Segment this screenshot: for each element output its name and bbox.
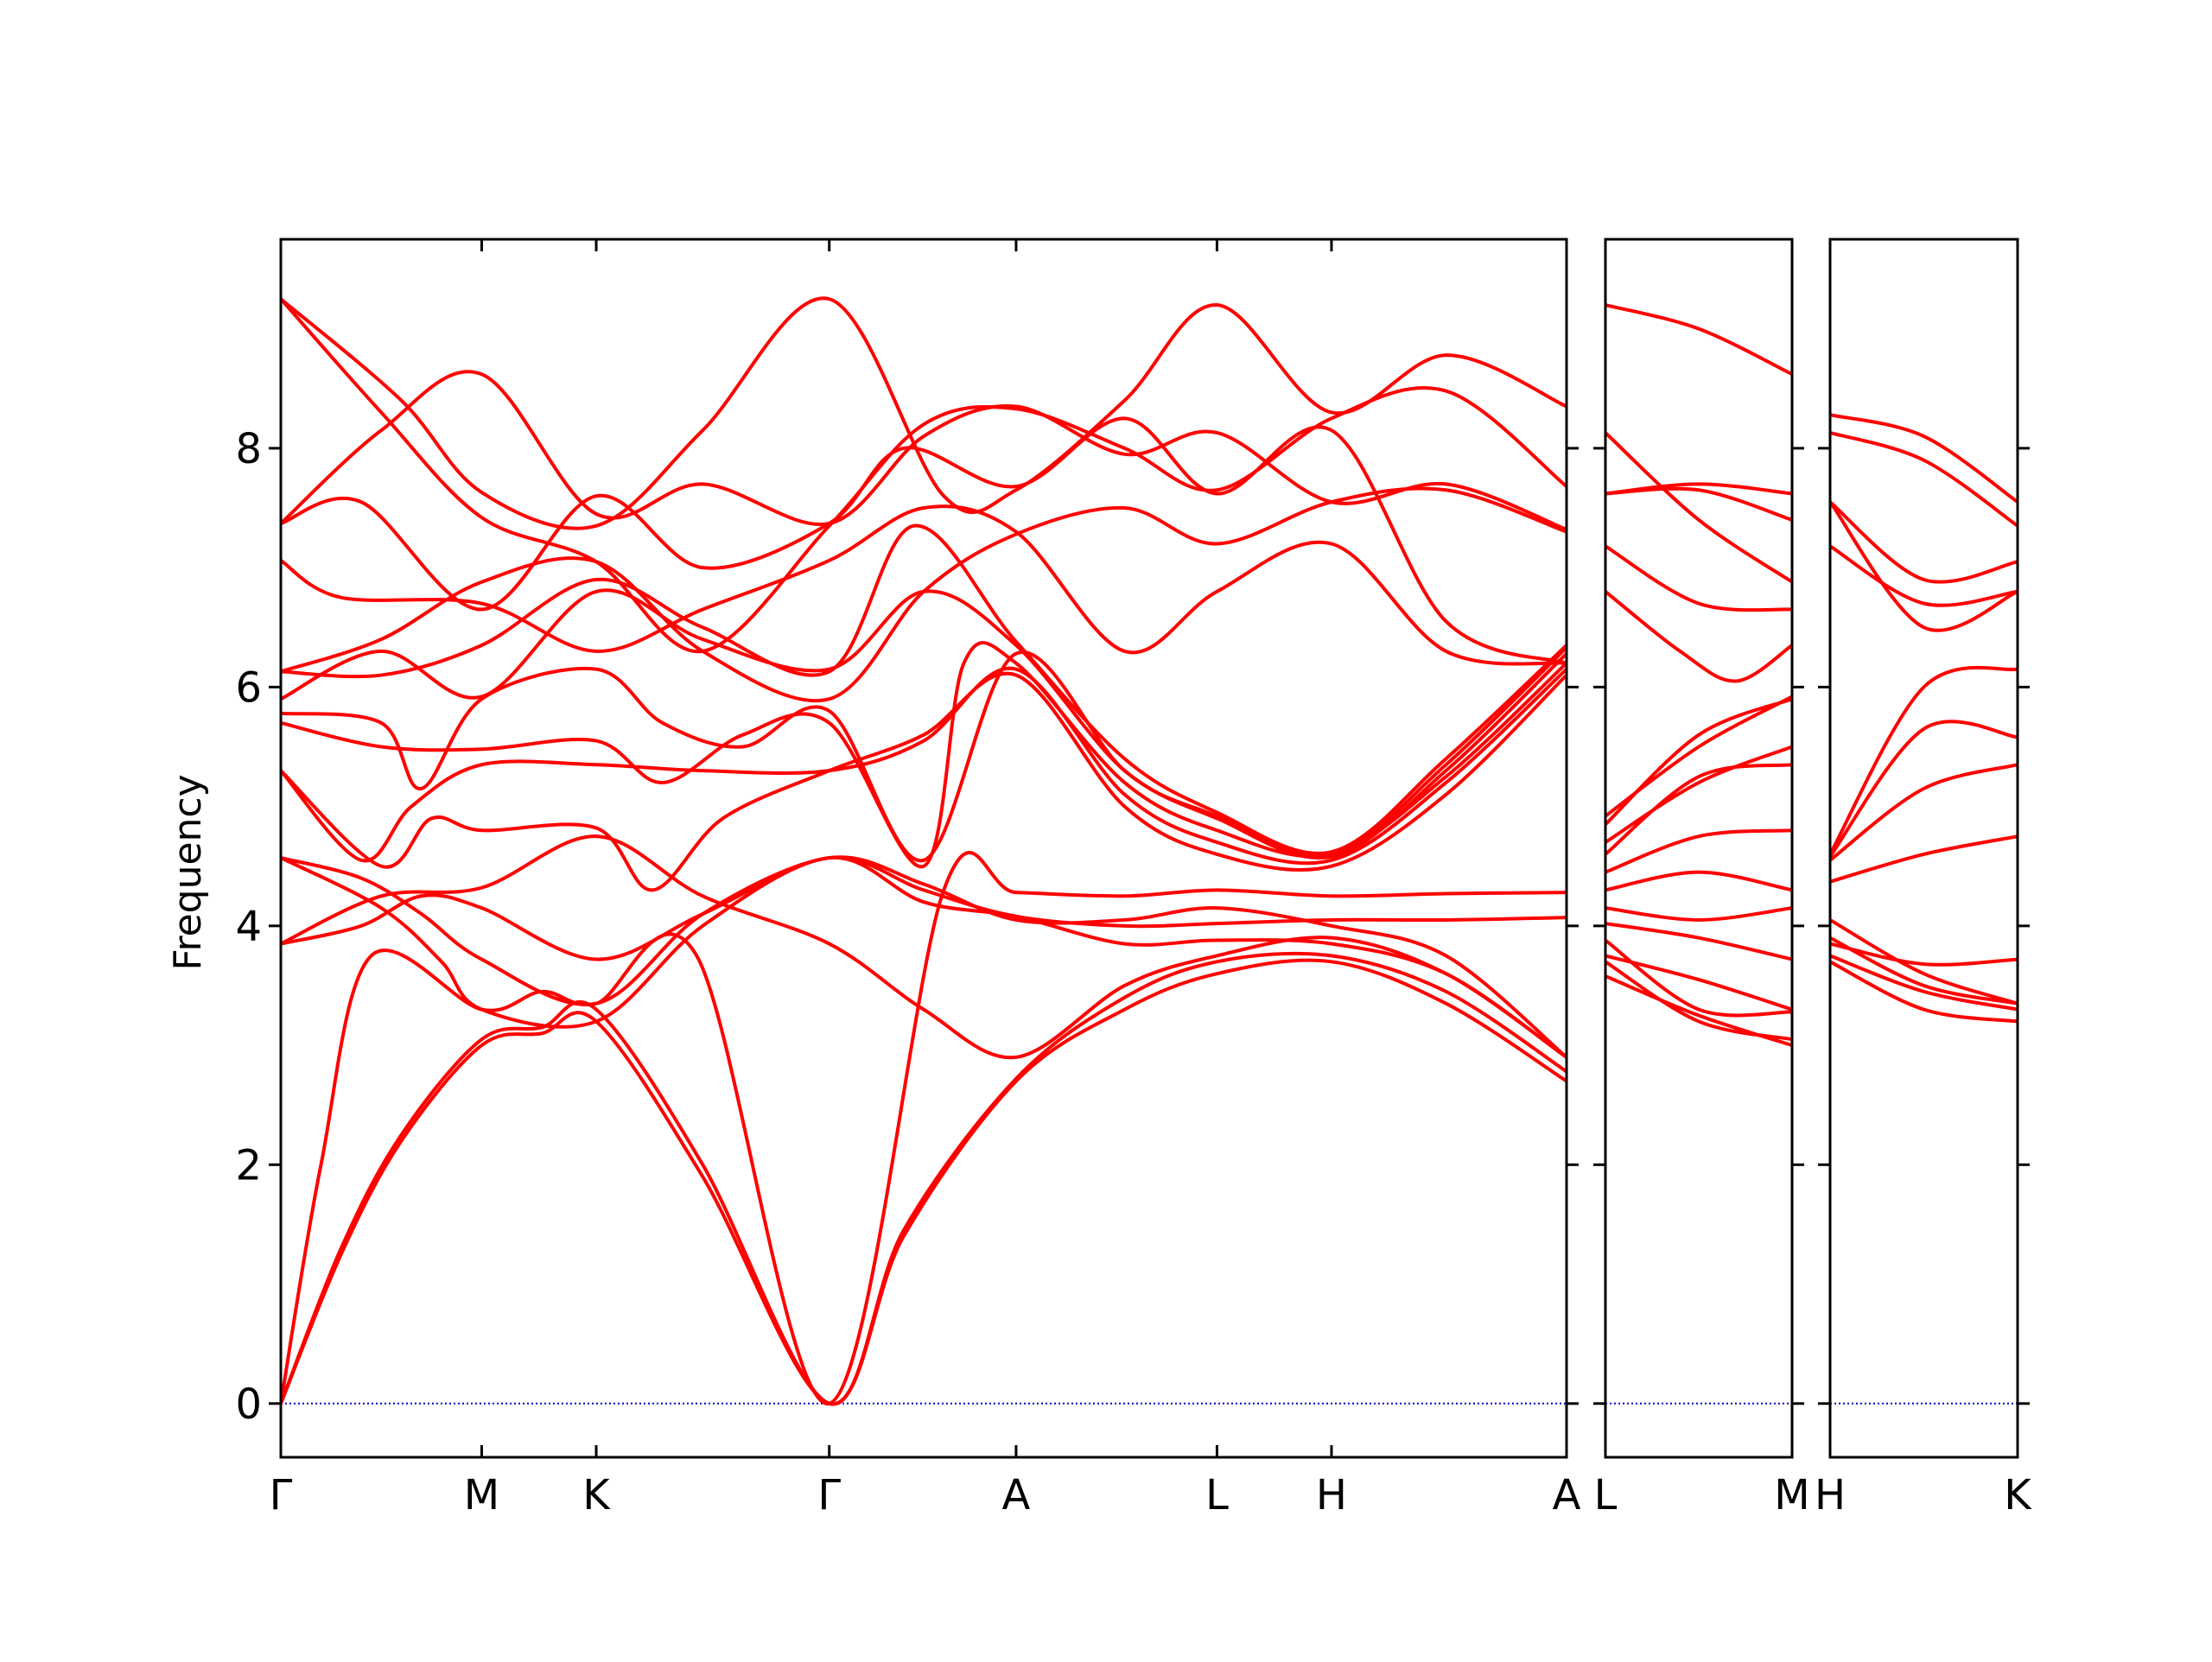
- band-line: [281, 416, 1567, 665]
- band-line: [1605, 922, 1792, 961]
- bands-group: [281, 296, 1567, 1406]
- band-line: [281, 523, 1567, 855]
- band-line: [281, 370, 1567, 531]
- band-line: [1605, 695, 1792, 818]
- x-tick-label: L: [1205, 1471, 1229, 1519]
- band-line: [1830, 834, 2018, 884]
- band-line: [281, 486, 1567, 703]
- band-line: [1605, 745, 1792, 845]
- band-line: [281, 834, 1567, 1060]
- band-line: [1830, 413, 2018, 504]
- band-line: [1830, 763, 2018, 862]
- band-line: [281, 588, 1567, 858]
- bands-group: [1830, 413, 2018, 1024]
- x-tick-label: L: [1594, 1471, 1618, 1519]
- panel-frame: [279, 238, 1568, 1459]
- band-line: [1605, 589, 1792, 683]
- x-tick-label: A: [1002, 1471, 1031, 1519]
- panel-frame: [1604, 238, 1794, 1459]
- band-line: [1830, 720, 2018, 859]
- x-tick-label: Γ: [270, 1471, 293, 1519]
- band-line: [1830, 960, 2018, 1024]
- band-line: [1605, 974, 1792, 1048]
- band-line: [1605, 303, 1792, 377]
- band-line: [281, 666, 1567, 866]
- band-line: [281, 851, 1567, 1405]
- panel-frame: [1828, 238, 2019, 1459]
- y-tick-label: 8: [235, 425, 262, 473]
- band-line: [281, 650, 1567, 862]
- band-line: [281, 671, 1567, 892]
- x-tick-label: K: [2004, 1471, 2032, 1519]
- y-tick-label: 6: [235, 663, 262, 712]
- band-line: [1830, 936, 2018, 1005]
- band-line: [281, 958, 1567, 1406]
- band-line: [1605, 828, 1792, 874]
- band-line: [1605, 960, 1792, 1042]
- band-line: [1830, 500, 2018, 584]
- band-line: [1605, 763, 1792, 856]
- band-line: [1605, 870, 1792, 892]
- band-line: [1830, 954, 2018, 1012]
- band-line: [281, 951, 1567, 1406]
- band-line: [281, 855, 1567, 1059]
- y-tick-label: 2: [235, 1141, 262, 1189]
- band-line: [1605, 697, 1792, 827]
- bands-group: [1605, 303, 1792, 1048]
- band-line: [1830, 544, 2018, 607]
- x-tick-label: M: [1774, 1471, 1809, 1519]
- band-line: [1830, 430, 2018, 528]
- y-tick-label: 4: [235, 903, 262, 951]
- panel-1: Γ M K Γ A L H A 0 2 4 6 8: [235, 238, 1581, 1519]
- x-tick-label: H: [1316, 1471, 1347, 1519]
- band-line: [1605, 906, 1792, 922]
- x-tick-label: H: [1815, 1471, 1846, 1519]
- y-tick-label: 0: [235, 1380, 262, 1429]
- band-line: [1605, 938, 1792, 1018]
- band-line: [281, 855, 1567, 1059]
- x-tick-label: M: [464, 1471, 499, 1519]
- y-axis-label: Frequency: [166, 774, 210, 970]
- band-line: [1605, 544, 1792, 612]
- band-line: [1830, 665, 2018, 856]
- x-tick-label: A: [1553, 1471, 1581, 1519]
- band-line: [1605, 486, 1792, 522]
- x-tick-label: K: [582, 1471, 611, 1519]
- band-line: [281, 504, 1567, 666]
- band-line: [281, 855, 1567, 961]
- band-line: [281, 296, 1567, 530]
- x-tick-label: Γ: [817, 1471, 841, 1519]
- band-line: [1830, 917, 2018, 1005]
- band-line: [281, 297, 1567, 654]
- band-line: [1605, 430, 1792, 584]
- band-line: [1605, 954, 1792, 1012]
- band-line: [1830, 500, 2018, 632]
